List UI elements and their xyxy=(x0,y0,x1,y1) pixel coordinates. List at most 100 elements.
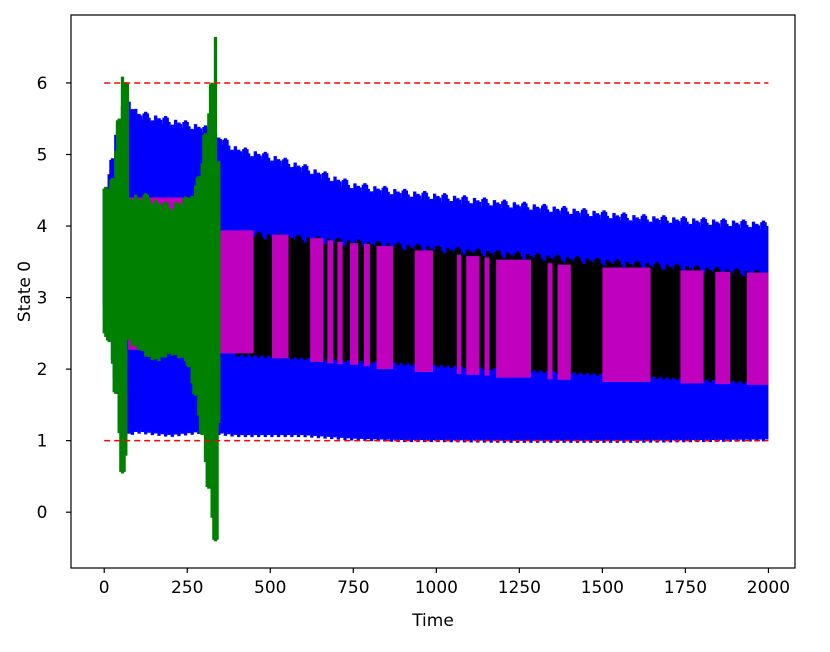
series-1-band xyxy=(439,251,443,364)
series-1-band xyxy=(306,237,311,357)
series-3-band xyxy=(160,209,164,356)
series-1-band xyxy=(592,266,596,372)
series-3-band xyxy=(137,200,141,351)
series-1-band xyxy=(542,262,546,373)
series-1-band xyxy=(346,240,350,359)
series-3-band xyxy=(213,36,218,540)
series-3-band xyxy=(127,197,131,339)
series-1-band xyxy=(668,268,673,380)
series-1-band xyxy=(436,247,440,368)
reference-lines xyxy=(104,82,769,442)
series-2-segment xyxy=(557,264,571,380)
series-3-band xyxy=(150,204,155,361)
series-1-band xyxy=(403,251,407,366)
y-tick-label: 1 xyxy=(37,432,48,452)
x-tick-label: 1500 xyxy=(581,578,624,598)
series-1-band xyxy=(462,256,467,369)
series-2-segment xyxy=(337,241,343,365)
data-layer xyxy=(102,36,769,542)
series-1-band xyxy=(705,267,709,378)
series-1-band xyxy=(479,254,483,366)
series-1-band xyxy=(672,272,676,377)
series-1-band xyxy=(708,271,712,382)
series-1-band xyxy=(293,243,297,356)
y-axis-label: State 0 xyxy=(15,261,35,322)
series-1-band xyxy=(433,254,437,364)
series-3-band xyxy=(124,83,128,456)
series-3-band xyxy=(117,120,121,434)
series-1-band xyxy=(489,254,493,370)
series-1-band xyxy=(290,239,294,360)
series-3-band xyxy=(203,134,208,463)
series-3-band xyxy=(170,211,174,356)
series-2-segment xyxy=(376,246,394,370)
series-1-band xyxy=(532,261,536,369)
series-3-band xyxy=(130,201,135,346)
series-1-band xyxy=(731,277,736,380)
series-2-segment xyxy=(349,243,359,365)
series-3-band xyxy=(140,203,145,350)
series-1-band xyxy=(300,240,304,357)
series-1-band xyxy=(333,246,337,358)
series-1-band xyxy=(296,236,301,360)
series-1-band xyxy=(589,262,593,376)
series-1-band xyxy=(662,271,666,380)
series-1-band xyxy=(652,270,656,376)
series-3-band xyxy=(200,163,204,434)
series-1-band xyxy=(595,259,600,376)
series-3-band xyxy=(207,113,211,488)
series-1-band xyxy=(585,258,590,372)
series-3-band xyxy=(114,150,118,393)
series-1-band xyxy=(655,264,659,379)
series-3-band xyxy=(157,205,161,362)
series-2-segment xyxy=(310,238,324,362)
series-3-band xyxy=(104,188,108,337)
series-3-band xyxy=(173,202,178,354)
x-tick-label: 750 xyxy=(337,578,369,598)
series-3 xyxy=(102,36,221,542)
series-3-band xyxy=(190,197,194,384)
series-1-band xyxy=(369,245,374,364)
series-1-band xyxy=(266,234,271,355)
series-1-band xyxy=(373,249,377,361)
series-1-band xyxy=(569,260,573,375)
series-3-band xyxy=(147,198,151,356)
series-2-segment xyxy=(220,230,254,354)
series-1-band xyxy=(406,244,410,362)
series-1-band xyxy=(446,247,450,365)
y-tick-label: 4 xyxy=(37,217,48,237)
series-1-band xyxy=(535,254,540,373)
series-2-segment xyxy=(746,272,769,385)
series-1-band xyxy=(260,237,264,354)
series-2-segment xyxy=(547,263,553,380)
x-tick-label: 1750 xyxy=(664,578,707,598)
series-3-band xyxy=(107,188,111,341)
series-1-band xyxy=(409,248,414,366)
series-3-band xyxy=(167,207,171,353)
series-1-band xyxy=(359,244,364,360)
plot-frame xyxy=(70,14,796,569)
series-1-band xyxy=(545,255,550,370)
series-2-segment xyxy=(466,256,480,375)
x-tick-label: 250 xyxy=(171,578,203,598)
y-tick-label: 0 xyxy=(37,503,48,523)
series-2-segment xyxy=(496,259,531,378)
x-tick-label: 1250 xyxy=(498,578,541,598)
series-3-band xyxy=(183,198,188,362)
series-1-band xyxy=(735,270,739,384)
series-1-band xyxy=(738,273,742,380)
y-tick-label: 2 xyxy=(37,360,48,380)
series-1-band xyxy=(572,264,576,371)
series-2-segment xyxy=(363,243,370,367)
axes: 0 250 500 750 1000 1250 1500 1750 2000 0 1 2 3 4 5 6 xyxy=(37,74,790,598)
series-1-band xyxy=(711,275,716,379)
series-2-segment xyxy=(484,257,490,376)
series-1-band xyxy=(396,244,400,365)
series-3-band xyxy=(180,206,184,357)
series-1-band xyxy=(539,258,543,370)
series-3-band xyxy=(154,199,158,358)
x-axis-label: Time xyxy=(411,611,454,631)
series-1-band xyxy=(582,265,586,375)
series-1-band xyxy=(728,273,732,383)
